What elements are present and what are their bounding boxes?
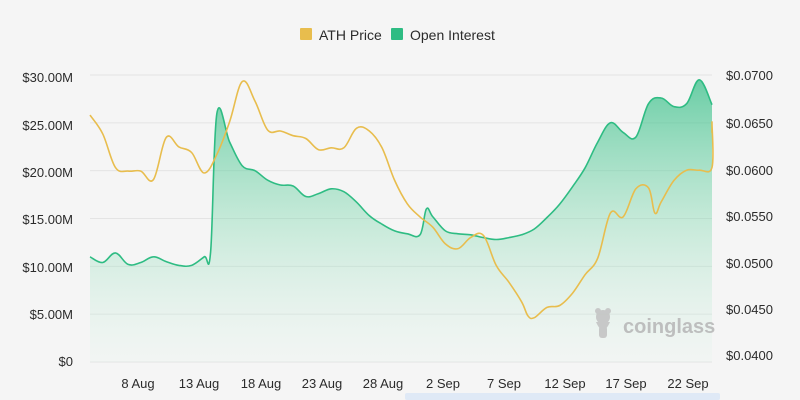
y-left-tick-label: $25.00M bbox=[22, 118, 73, 133]
y-axis-left: $0 $5.00M $10.00M $15.00M $20.00M $25.00… bbox=[22, 70, 73, 369]
legend-swatch-ath-price bbox=[300, 28, 312, 40]
coinglass-logo-icon bbox=[595, 308, 611, 338]
x-tick-label: 22 Sep bbox=[667, 376, 708, 391]
y-axis-right: $0.0400 $0.0450 $0.0500 $0.0550 $0.0600 … bbox=[726, 68, 773, 363]
ath-price-line bbox=[89, 80, 714, 320]
y-left-tick-label: $0 bbox=[59, 354, 73, 369]
y-left-tick-label: $30.00M bbox=[22, 70, 73, 85]
y-left-tick-label: $5.00M bbox=[30, 307, 73, 322]
x-tick-label: 12 Sep bbox=[544, 376, 585, 391]
legend-swatch-open-interest bbox=[391, 28, 403, 40]
open-interest-line bbox=[89, 79, 713, 268]
watermark-text: coinglass bbox=[623, 316, 715, 338]
x-tick-label: 2 Sep bbox=[426, 376, 460, 391]
x-tick-label: 23 Aug bbox=[302, 376, 343, 391]
bottom-tab-fragment bbox=[405, 393, 720, 400]
legend-item-open-interest[interactable]: Open Interest bbox=[391, 27, 495, 43]
legend-item-ath-price[interactable]: ATH Price bbox=[300, 27, 382, 43]
x-tick-label: 28 Aug bbox=[363, 376, 404, 391]
x-tick-label: 18 Aug bbox=[241, 376, 282, 391]
coinglass-watermark: coinglass bbox=[595, 308, 715, 338]
legend-label-ath-price: ATH Price bbox=[319, 27, 382, 43]
y-left-tick-label: $10.00M bbox=[22, 260, 73, 275]
y-right-tick-label: $0.0550 bbox=[726, 209, 773, 224]
legend: ATH Price Open Interest bbox=[300, 27, 495, 43]
x-tick-label: 8 Aug bbox=[121, 376, 154, 391]
x-tick-label: 7 Sep bbox=[487, 376, 521, 391]
y-left-tick-label: $15.00M bbox=[22, 212, 73, 227]
open-interest-area bbox=[90, 79, 712, 362]
y-right-tick-label: $0.0450 bbox=[726, 302, 773, 317]
y-right-tick-label: $0.0500 bbox=[726, 256, 773, 271]
x-tick-label: 17 Sep bbox=[605, 376, 646, 391]
y-left-tick-label: $20.00M bbox=[22, 165, 73, 180]
x-axis: 8 Aug 13 Aug 18 Aug 23 Aug 28 Aug 2 Sep … bbox=[121, 376, 708, 391]
y-right-tick-label: $0.0600 bbox=[726, 163, 773, 178]
legend-label-open-interest: Open Interest bbox=[410, 27, 495, 43]
y-right-tick-label: $0.0650 bbox=[726, 116, 773, 131]
y-right-tick-label: $0.0700 bbox=[726, 68, 773, 83]
y-right-tick-label: $0.0400 bbox=[726, 348, 773, 363]
x-tick-label: 13 Aug bbox=[179, 376, 220, 391]
